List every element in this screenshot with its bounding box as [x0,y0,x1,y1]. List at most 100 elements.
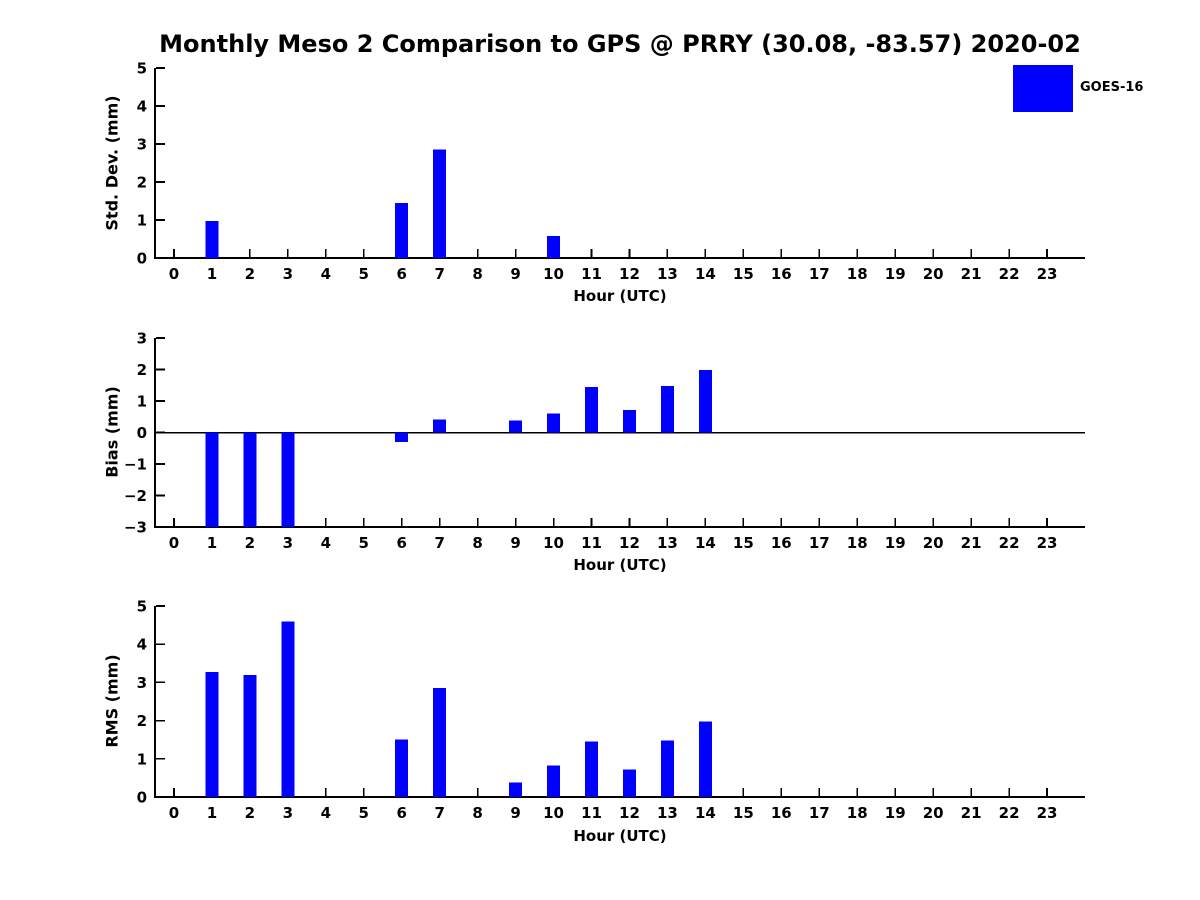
x-tick-label-std-dev: 21 [961,265,982,283]
x-tick-label-std-dev: 9 [510,265,520,283]
x-tick-label-std-dev: 3 [283,265,293,283]
chart-title: Monthly Meso 2 Comparison to GPS @ PRRY … [159,30,1081,58]
y-tick-label-rms: 2 [137,712,147,730]
y-tick-label-std-dev: 2 [137,174,147,192]
bar-bias-hour-13 [660,385,674,433]
x-tick-label-bias: 20 [923,534,944,552]
x-tick-label-rms: 9 [510,804,520,822]
y-tick-label-rms: 4 [137,636,147,654]
x-tick-label-bias: 10 [543,534,564,552]
x-tick-label-std-dev: 2 [245,265,255,283]
x-tick-label-std-dev: 23 [1037,265,1058,283]
x-tick-label-bias: 1 [207,534,217,552]
x-tick-label-bias: 13 [657,534,678,552]
x-tick-label-std-dev: 4 [321,265,331,283]
x-tick-label-bias: 11 [581,534,602,552]
bar-bias-hour-11 [585,386,599,433]
xlabel-std-dev: Hour (UTC) [573,287,667,305]
x-tick-label-rms: 0 [169,804,179,822]
y-tick-label-std-dev: 1 [137,212,147,230]
y-tick-label-bias: 1 [137,393,147,411]
x-tick-label-rms: 3 [283,804,293,822]
bar-bias-hour-1 [205,432,219,527]
x-tick-label-std-dev: 5 [359,265,369,283]
y-tick-label-std-dev: 0 [137,250,147,268]
bar-std-dev-hour-6 [395,202,409,258]
bar-bias-hour-10 [547,413,561,433]
x-tick-label-std-dev: 10 [543,265,564,283]
bar-rms-hour-7 [433,688,447,797]
x-tick-label-bias: 6 [397,534,407,552]
x-tick-label-rms: 14 [695,804,716,822]
bar-bias-hour-9 [509,420,523,433]
x-tick-label-std-dev: 18 [847,265,868,283]
x-tick-label-std-dev: 16 [771,265,792,283]
x-tick-label-bias: 18 [847,534,868,552]
x-tick-label-rms: 22 [999,804,1020,822]
bar-rms-hour-6 [395,739,409,797]
xlabel-rms: Hour (UTC) [573,827,667,845]
x-tick-label-rms: 15 [733,804,754,822]
y-tick-label-bias: 2 [137,361,147,379]
bar-rms-hour-9 [509,782,523,797]
y-tick-label-bias: 3 [137,330,147,348]
bar-bias-hour-3 [281,432,295,527]
x-tick-label-rms: 5 [359,804,369,822]
y-tick-label-std-dev: 4 [137,98,147,116]
legend-swatch-goes16 [1013,65,1073,112]
x-tick-label-rms: 6 [397,804,407,822]
x-tick-label-std-dev: 1 [207,265,217,283]
bar-bias-hour-2 [243,432,257,527]
x-tick-label-bias: 19 [885,534,906,552]
x-tick-label-std-dev: 20 [923,265,944,283]
x-tick-label-bias: 3 [283,534,293,552]
bar-rms-hour-1 [205,672,219,797]
bar-rms-hour-3 [281,621,295,797]
x-tick-label-rms: 19 [885,804,906,822]
x-tick-label-std-dev: 19 [885,265,906,283]
y-tick-label-std-dev: 5 [137,60,147,78]
bar-bias-hour-6 [395,432,409,442]
bar-rms-hour-2 [243,674,257,797]
x-tick-label-rms: 13 [657,804,678,822]
x-tick-label-std-dev: 0 [169,265,179,283]
x-tick-label-std-dev: 11 [581,265,602,283]
y-tick-label-rms: 0 [137,789,147,807]
x-tick-label-std-dev: 17 [809,265,830,283]
x-tick-label-rms: 18 [847,804,868,822]
x-tick-label-std-dev: 7 [434,265,444,283]
bar-rms-hour-13 [660,740,674,797]
y-tick-label-rms: 1 [137,750,147,768]
y-tick-label-bias: −3 [124,519,147,537]
x-tick-label-rms: 12 [619,804,640,822]
bar-std-dev-hour-7 [433,149,447,258]
y-tick-label-bias: −1 [124,456,147,474]
x-tick-label-std-dev: 12 [619,265,640,283]
x-tick-label-bias: 8 [472,534,482,552]
x-tick-label-std-dev: 6 [397,265,407,283]
x-tick-label-bias: 14 [695,534,716,552]
bar-bias-hour-12 [622,409,636,433]
x-tick-label-bias: 21 [961,534,982,552]
x-tick-label-bias: 22 [999,534,1020,552]
x-tick-label-rms: 16 [771,804,792,822]
x-tick-label-bias: 7 [434,534,444,552]
x-tick-label-bias: 4 [321,534,331,552]
x-tick-label-rms: 11 [581,804,602,822]
x-tick-label-rms: 2 [245,804,255,822]
x-tick-label-std-dev: 14 [695,265,716,283]
legend-label-goes16: GOES-16 [1080,80,1144,95]
x-tick-label-rms: 8 [472,804,482,822]
x-tick-label-bias: 15 [733,534,754,552]
x-tick-label-bias: 23 [1037,534,1058,552]
x-tick-label-std-dev: 22 [999,265,1020,283]
bar-bias-hour-7 [433,419,447,433]
x-tick-label-bias: 16 [771,534,792,552]
x-tick-label-rms: 23 [1037,804,1058,822]
x-tick-label-bias: 2 [245,534,255,552]
bar-std-dev-hour-1 [205,221,219,258]
